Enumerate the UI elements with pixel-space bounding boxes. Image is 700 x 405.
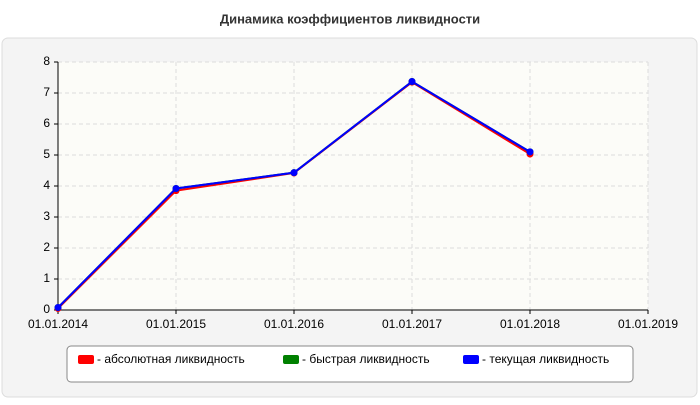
y-tick-label: 4 xyxy=(43,178,50,192)
legend-swatch xyxy=(463,355,479,364)
data-point xyxy=(172,184,180,192)
x-tick-label: 01.01.2016 xyxy=(264,317,324,331)
y-tick-label: 1 xyxy=(43,271,50,285)
x-tick-label: 01.01.2014 xyxy=(28,317,88,331)
legend-label: - абсолютная ликвидность xyxy=(97,352,245,366)
legend-swatch xyxy=(283,355,299,364)
data-point xyxy=(290,169,298,177)
chart-title: Динамика коэффициентов ликвидности xyxy=(220,11,480,26)
x-tick-label: 01.01.2018 xyxy=(500,317,560,331)
legend-label: - текущая ликвидность xyxy=(482,352,609,366)
y-tick-label: 7 xyxy=(43,85,50,99)
data-point xyxy=(526,148,534,156)
legend-box xyxy=(66,345,634,383)
data-point xyxy=(408,78,416,86)
legend-label: - быстрая ликвидность xyxy=(302,352,430,366)
y-tick-label: 2 xyxy=(43,240,50,254)
x-tick-label: 01.01.2017 xyxy=(382,317,442,331)
data-point xyxy=(54,304,62,312)
x-tick-label: 01.01.2019 xyxy=(618,317,678,331)
y-tick-label: 6 xyxy=(43,116,50,130)
y-tick-label: 3 xyxy=(43,209,50,223)
y-tick-label: 8 xyxy=(43,54,50,68)
y-tick-label: 5 xyxy=(43,147,50,161)
x-tick-label: 01.01.2015 xyxy=(146,317,206,331)
y-tick-label: 0 xyxy=(43,302,50,316)
legend-swatch xyxy=(78,355,94,364)
